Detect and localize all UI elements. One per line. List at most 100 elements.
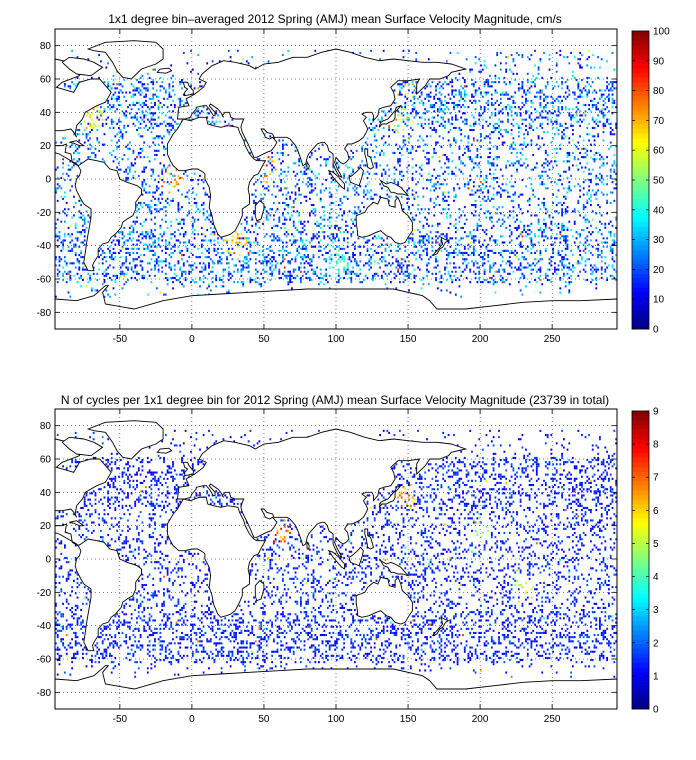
data-cell [435,87,437,90]
data-cell [181,254,183,257]
data-cell [327,158,329,161]
data-cell [177,229,180,232]
data-cell [184,231,187,234]
data-cell [105,274,108,277]
data-cell [570,274,572,277]
data-cell [604,108,607,111]
data-cell [280,189,282,192]
data-cell [508,251,511,254]
data-cell [507,272,509,275]
data-cell [454,231,457,234]
data-cell [435,197,437,200]
data-cell [564,126,567,129]
data-cell [55,233,57,236]
data-cell [78,245,81,248]
data-cell [56,274,59,277]
data-cell [143,104,146,107]
data-cell [566,156,569,159]
data-cell [310,258,313,261]
data-cell [173,231,176,234]
data-cell [431,81,434,84]
data-cell [521,154,524,157]
data-cell [588,91,590,94]
data-cell [453,139,455,142]
data-cell [462,237,464,240]
data-cell [177,245,180,248]
data-cell [197,183,200,186]
data-cell [253,251,255,254]
data-cell [148,108,151,111]
data-cell [499,274,502,277]
data-cell [544,97,547,100]
data-cell [204,268,207,271]
data-cell [278,201,281,204]
data-cell [487,135,490,138]
data-cell [337,237,340,240]
data-cell [526,110,529,113]
data-cell [143,179,146,182]
data-cell [539,95,542,98]
data-cell [148,208,151,211]
data-cell [143,254,146,257]
data-cell [530,99,533,102]
data-cell [573,185,576,188]
data-cell [181,226,183,229]
data-cell [517,206,520,209]
data-cell [427,93,430,96]
data-cell [173,106,176,109]
data-cell [496,281,499,284]
data-cell [490,85,493,88]
data-cell [235,264,237,267]
data-cell [426,95,428,98]
data-cell [101,112,104,115]
data-cell [555,64,558,67]
data-cell [521,164,524,167]
data-cell [211,222,214,225]
data-cell [323,158,326,161]
data-cell [608,110,610,113]
data-cell [427,283,430,286]
data-cell [400,154,403,157]
data-cell [454,251,457,254]
data-cell [530,247,533,250]
data-cell [393,166,396,169]
data-cell [498,118,500,121]
data-cell [449,122,452,125]
data-cell [236,235,239,238]
data-cell [80,256,82,259]
data-cell [422,104,425,107]
data-cell [258,220,261,223]
data-cell [173,264,176,267]
data-cell [462,112,464,115]
data-cell [154,143,156,146]
data-cell [161,172,164,175]
data-cell [595,226,598,229]
data-cell [433,183,436,186]
data-cell [521,179,524,182]
data-cell [150,210,153,213]
data-cell [519,158,522,161]
data-cell [613,68,616,71]
data-cell [534,251,536,254]
data-cell [418,212,421,215]
data-cell [400,147,403,150]
data-cell [285,193,288,196]
data-cell [420,208,423,211]
data-cell [530,237,533,240]
data-cell [157,197,160,200]
data-cell [481,256,484,259]
data-cell [435,141,437,144]
data-cell [319,189,322,192]
data-cell [179,268,182,271]
data-cell [561,268,563,271]
data-cell [550,260,553,263]
data-cell [476,147,479,150]
data-cell [213,262,216,265]
data-cell [535,76,538,79]
data-cell [146,87,149,90]
data-cell [496,212,499,215]
data-cell [415,214,418,217]
data-cell [600,222,603,225]
data-cell [85,114,88,117]
data-cell [177,204,180,207]
